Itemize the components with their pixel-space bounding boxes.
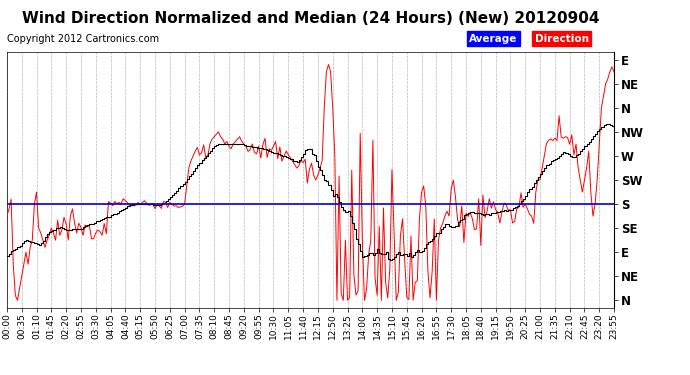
Text: Wind Direction Normalized and Median (24 Hours) (New) 20120904: Wind Direction Normalized and Median (24… [22,11,599,26]
Text: Direction: Direction [535,34,589,44]
Text: Average: Average [469,34,518,44]
Text: Copyright 2012 Cartronics.com: Copyright 2012 Cartronics.com [7,34,159,44]
